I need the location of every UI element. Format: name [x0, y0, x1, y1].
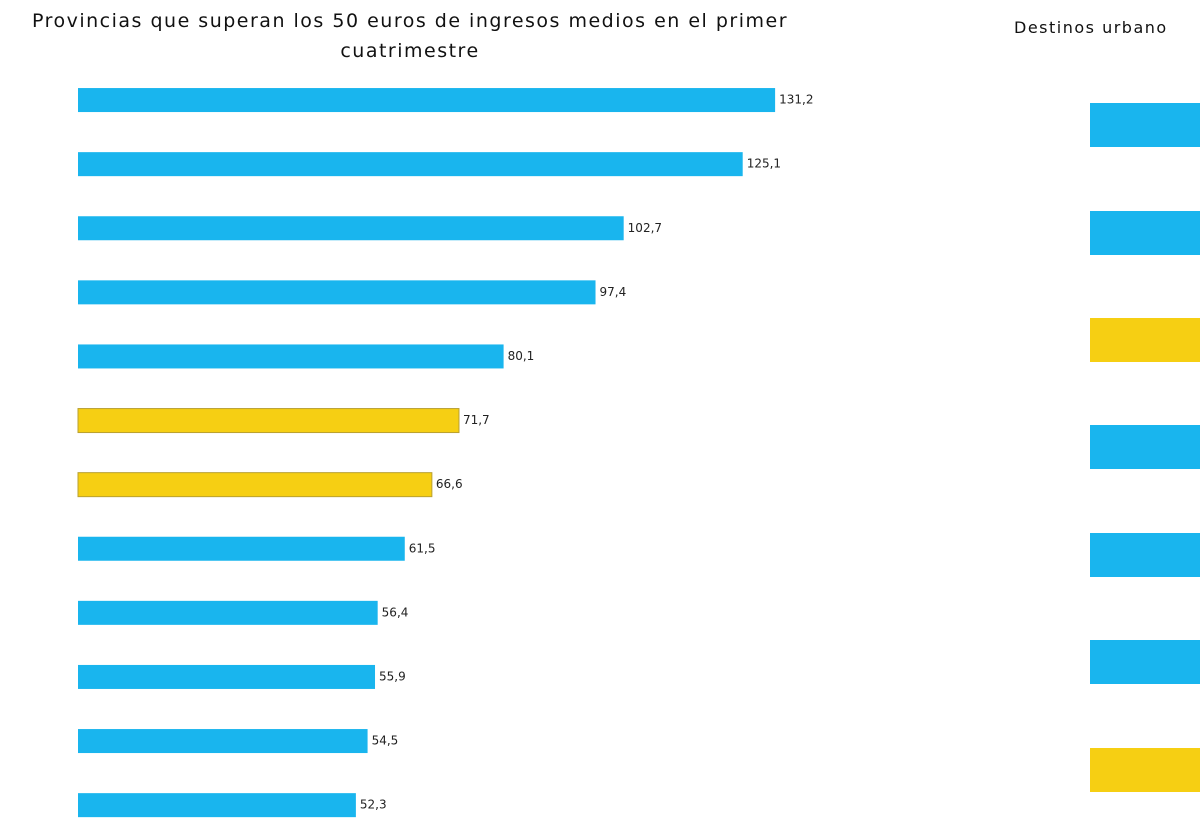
bar	[78, 344, 504, 369]
data-label: 71,7	[463, 413, 490, 427]
data-label: 61,5	[409, 541, 436, 555]
data-label: 66,6	[436, 477, 463, 491]
data-label: 56,4	[382, 605, 409, 619]
data-label: 125,1	[747, 157, 781, 171]
bar	[78, 152, 743, 177]
cropped-bar	[1090, 748, 1200, 792]
cropped-bar	[1090, 425, 1200, 469]
data-label: 102,7	[628, 221, 662, 235]
bar	[78, 88, 776, 113]
chart-title: Provincias que superan los 50 euros de i…	[31, 10, 789, 62]
data-label: 52,3	[360, 798, 387, 812]
data-label: 55,9	[379, 669, 406, 683]
cropped-bar	[1090, 318, 1200, 362]
bar	[77, 472, 433, 498]
bar	[78, 216, 624, 241]
cropped-chart	[1090, 103, 1200, 792]
data-label: 131,2	[779, 93, 813, 107]
bar	[78, 536, 405, 561]
bar	[78, 793, 356, 818]
data-label: 80,1	[508, 349, 535, 363]
cropped-bar	[1090, 211, 1200, 255]
data-label: 97,4	[600, 285, 627, 299]
cropped-bar	[1090, 640, 1200, 684]
bar	[78, 729, 368, 754]
chart-title: Destinos urbano	[1014, 18, 1168, 37]
bar	[77, 408, 460, 434]
bar	[78, 280, 596, 305]
bar	[78, 664, 376, 689]
cropped-bar	[1090, 103, 1200, 147]
data-label: 54,5	[372, 734, 399, 748]
cropped-bar	[1090, 533, 1200, 577]
bar	[78, 600, 378, 625]
